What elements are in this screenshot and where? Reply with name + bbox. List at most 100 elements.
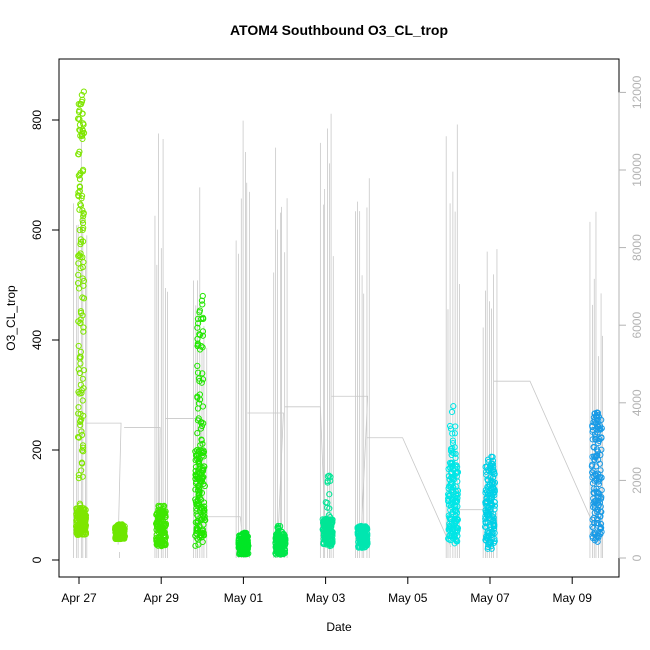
data-point (199, 475, 206, 482)
data-point (75, 471, 82, 479)
data-point (80, 258, 87, 266)
data-point (240, 530, 247, 537)
altitude-transit-line (331, 395, 369, 549)
data-point (359, 537, 366, 545)
y2-tick-label: 12000 (630, 75, 644, 109)
data-point (194, 362, 201, 369)
data-point (329, 530, 336, 537)
data-point (491, 499, 498, 506)
data-point (484, 543, 492, 551)
data-point (280, 541, 287, 549)
y2-tick-label: 8000 (630, 234, 644, 261)
data-point (194, 315, 202, 322)
data-point (488, 545, 495, 552)
data-point (194, 340, 201, 347)
data-point (77, 250, 84, 257)
data-point (196, 490, 203, 497)
data-point (79, 473, 86, 480)
data-point (597, 520, 605, 528)
data-point (447, 506, 454, 514)
data-point (454, 527, 461, 534)
data-point (200, 499, 208, 506)
data-point (452, 491, 460, 498)
data-point (326, 491, 333, 498)
secondary-y-axis: 0 2000 4000 6000 8000 10000 12000 (618, 75, 644, 561)
data-point (237, 548, 245, 555)
data-point (327, 542, 334, 549)
data-point (448, 408, 456, 416)
data-point (196, 309, 203, 316)
data-point (199, 370, 206, 377)
data-point (192, 542, 199, 549)
data-point (320, 532, 327, 539)
data-point (80, 328, 87, 335)
data-point (75, 342, 82, 350)
data-point (200, 532, 208, 539)
data-point (594, 538, 601, 545)
data-point (452, 454, 459, 461)
data-point (195, 501, 203, 508)
data-point (79, 444, 87, 451)
data-point (595, 470, 602, 477)
data-point (75, 285, 83, 292)
data-point (485, 514, 492, 522)
data-point (590, 489, 597, 496)
data-point (590, 504, 597, 511)
data-point (192, 486, 199, 493)
data-point (77, 236, 85, 243)
data-point (448, 481, 455, 488)
data-point (156, 526, 163, 533)
y2-tick-label: 6000 (630, 312, 644, 339)
data-point (449, 486, 457, 494)
data-point (598, 434, 605, 441)
data-point (192, 519, 199, 526)
data-point (201, 516, 209, 523)
data-point (447, 445, 455, 452)
data-point (325, 540, 332, 547)
data-point (453, 509, 461, 516)
data-point (77, 316, 84, 323)
data-point (77, 422, 84, 429)
y2-tick-label: 0 (630, 554, 644, 561)
data-point (237, 540, 244, 547)
data-point (78, 428, 85, 435)
data-point (452, 423, 459, 430)
data-point (588, 463, 595, 470)
data-point (77, 521, 84, 528)
data-point (449, 440, 457, 447)
data-point (79, 375, 86, 382)
data-point (489, 529, 496, 536)
data-point (591, 498, 598, 505)
data-point (79, 447, 86, 454)
data-point (199, 292, 206, 300)
data-point (121, 530, 128, 537)
data-point (598, 474, 605, 481)
data-point (75, 410, 82, 417)
y-axis-label: O3_CL_trop (4, 285, 18, 351)
data-point (75, 189, 82, 196)
data-point (196, 378, 203, 385)
data-point (79, 110, 86, 117)
data-point (595, 530, 602, 537)
data-point (359, 523, 366, 531)
data-point (592, 434, 599, 441)
data-point (447, 481, 454, 489)
data-point (448, 451, 455, 459)
data-point (360, 532, 368, 539)
data-point (75, 151, 82, 158)
y-axis: 0 200 400 600 800 (30, 110, 60, 563)
data-point (594, 409, 601, 416)
data-point (593, 446, 600, 453)
data-point (200, 448, 208, 455)
data-point (449, 437, 457, 444)
data-point (73, 517, 80, 524)
data-point (77, 360, 84, 367)
data-point (76, 107, 83, 114)
data-point (77, 201, 84, 208)
data-point (453, 462, 460, 469)
data-point (77, 169, 84, 177)
data-point (81, 521, 88, 528)
data-point (279, 534, 287, 542)
data-point (195, 375, 203, 382)
